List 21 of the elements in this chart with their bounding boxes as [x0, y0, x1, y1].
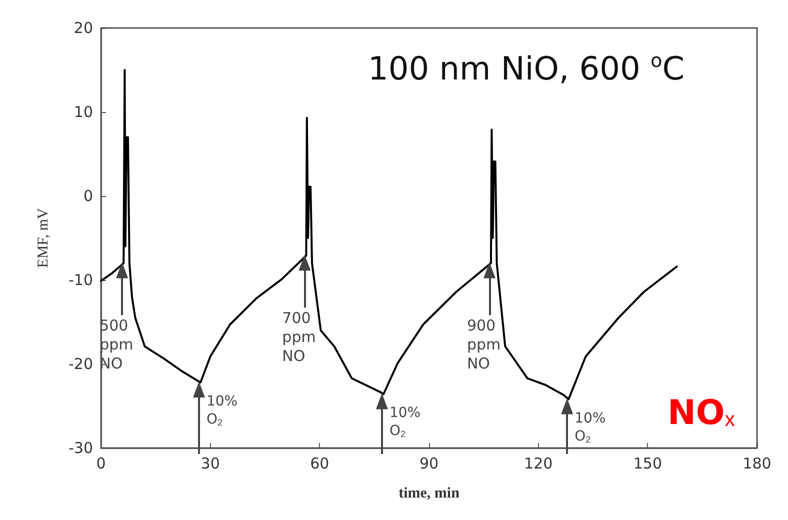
y-tick-label: 10	[74, 103, 93, 121]
annotation: 10% O2	[389, 405, 421, 440]
annotation: 700 ppm NO	[282, 309, 316, 366]
x-tick-label: 30	[200, 454, 220, 472]
y-tick-label: -20	[68, 355, 93, 373]
x-tick-label: 90	[419, 454, 439, 472]
x-axis-title: time, min	[398, 486, 460, 502]
annotation: 10% O2	[206, 393, 238, 428]
annotation: 10% O2	[574, 410, 606, 444]
y-axis-title: EMF, mV	[36, 208, 52, 268]
x-tick-label: 120	[524, 454, 553, 472]
y-tick-label: -10	[68, 271, 93, 289]
x-tick-label: 0	[96, 454, 106, 472]
x-tick-label: 60	[310, 454, 330, 472]
x-tick-label: 180	[742, 454, 772, 472]
y-tick-label: 0	[83, 187, 93, 205]
annotation: 900 ppm NO	[466, 316, 501, 373]
x-tick-label: 150	[633, 454, 662, 472]
y-tick-label: -30	[68, 439, 93, 457]
y-tick-label: 20	[74, 19, 93, 37]
annotation: NOx	[667, 393, 736, 433]
